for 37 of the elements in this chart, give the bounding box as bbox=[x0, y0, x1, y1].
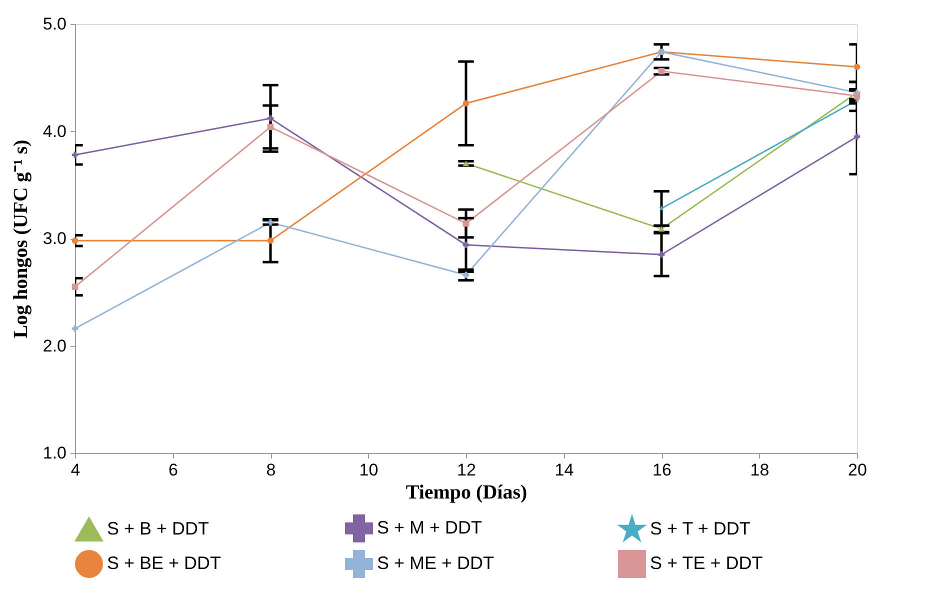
point bbox=[462, 100, 470, 107]
y-tick-label: 1.0 bbox=[42, 444, 66, 462]
point bbox=[267, 237, 274, 244]
point bbox=[267, 115, 274, 122]
x-tick-label: 12 bbox=[457, 460, 476, 480]
legend-label: S + M + DDT bbox=[377, 517, 482, 538]
y-tick-label: 2.0 bbox=[42, 336, 66, 356]
x-axis-title: Tiempo (Días) bbox=[406, 482, 528, 504]
y-tick-label: 5.0 bbox=[42, 14, 66, 34]
legend-label: S + TE + DDT bbox=[650, 553, 763, 573]
point bbox=[658, 251, 665, 258]
point bbox=[72, 284, 78, 290]
point bbox=[854, 64, 860, 70]
point bbox=[854, 133, 860, 140]
x-tick-label: 14 bbox=[554, 460, 574, 480]
y-axis-title: Log hongos (UFC g⁻¹ s) bbox=[10, 140, 32, 338]
point bbox=[72, 237, 78, 244]
legend-label: S + T + DDT bbox=[650, 518, 750, 539]
y-tick-label: 4.0 bbox=[42, 122, 66, 141]
point bbox=[267, 124, 274, 130]
point bbox=[462, 220, 470, 227]
x-tick-label: 8 bbox=[266, 460, 276, 480]
legend-label: S + B + DDT bbox=[107, 518, 210, 538]
point bbox=[854, 92, 860, 100]
x-tick-label: 18 bbox=[750, 460, 770, 480]
legend-label: S + ME + DDT bbox=[377, 553, 494, 573]
legend-label: S + BE + DDT bbox=[107, 553, 222, 573]
y-tick-label: 3.0 bbox=[42, 229, 66, 248]
point bbox=[72, 325, 78, 332]
x-tick-label: 10 bbox=[359, 460, 378, 480]
point bbox=[72, 152, 78, 158]
x-tick-label: 4 bbox=[70, 460, 80, 480]
point bbox=[462, 242, 470, 248]
x-tick-label: 6 bbox=[168, 460, 178, 480]
x-tick-label: 20 bbox=[848, 460, 867, 480]
x-tick-label: 16 bbox=[652, 460, 672, 480]
point bbox=[658, 205, 665, 212]
